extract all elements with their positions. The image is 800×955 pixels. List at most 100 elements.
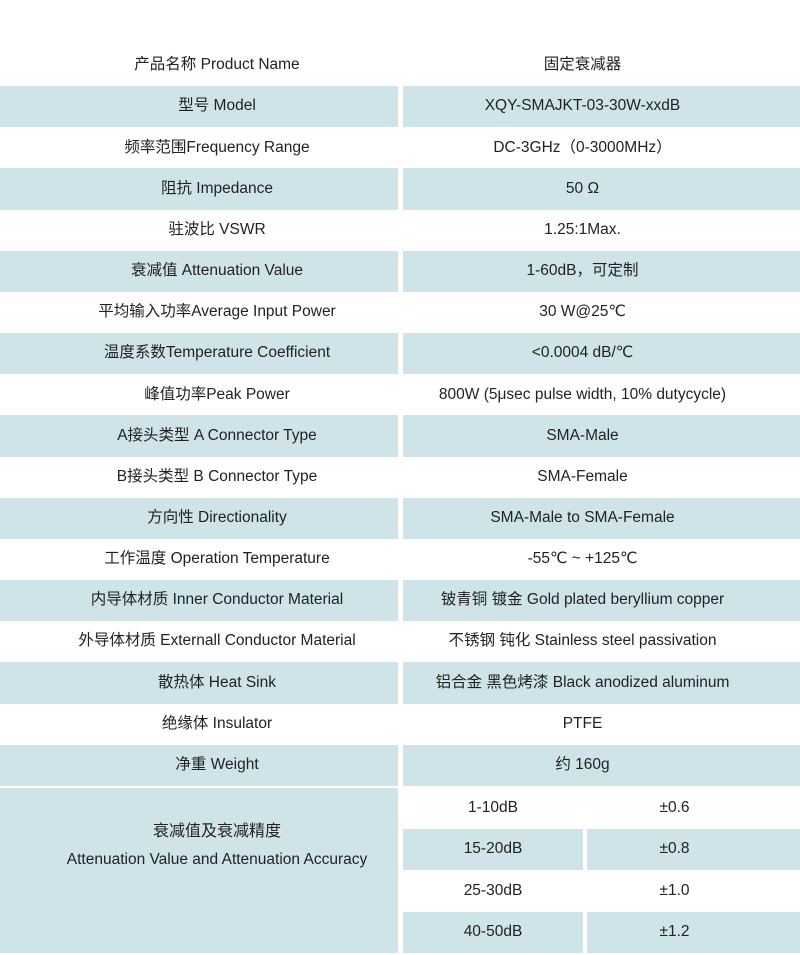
column-divider (398, 0, 403, 43)
table-row: B接头类型 B Connector Type SMA-Female (0, 456, 800, 498)
table-row: 净重 Weight 约 160g (0, 744, 800, 786)
indicator-value: SMA-Male to SMA-Female (490, 509, 675, 526)
project-label: 频率范围Frequency Range (124, 138, 310, 156)
accuracy-subtable: 1-10dB ±0.6 15-20dB ±0.8 25-30dB ±1.0 40… (403, 787, 800, 953)
project-cell: 阻抗 Impedance (0, 168, 398, 210)
column-divider (398, 456, 403, 498)
sub-column-divider (583, 870, 587, 912)
sub-column-divider (583, 787, 587, 830)
project-cell: 衰减值 Attenuation Value (0, 250, 398, 292)
column-divider (398, 168, 403, 210)
indicator-cell: SMA-Male to SMA-Female (403, 497, 800, 539)
accuracy-project-cell: 衰减值及衰减精度 Attenuation Value and Attenuati… (0, 787, 398, 953)
accuracy-subrow: 40-50dB ±1.2 (403, 911, 800, 953)
column-divider (398, 580, 403, 622)
project-cell: 频率范围Frequency Range (0, 127, 398, 169)
indicator-cell: 800W (5μsec pulse width, 10% dutycycle) (403, 374, 800, 416)
project-cell: 绝缘体 Insulator (0, 703, 398, 745)
column-divider (398, 250, 403, 292)
indicator-cell: 固定衰减器 (403, 45, 800, 87)
table-row: 衰减值 Attenuation Value 1-60dB，可定制 (0, 250, 800, 292)
project-label: 内导体材质 Inner Conductor Material (90, 591, 344, 609)
project-label: 阻抗 Impedance (161, 179, 273, 197)
table-row: 内导体材质 Inner Conductor Material 铍青铜 镀金 Go… (0, 580, 800, 622)
project-label: 净重 Weight (175, 755, 259, 773)
column-divider (398, 744, 403, 786)
sub-column-divider (583, 911, 587, 953)
indicator-value: DC-3GHz（0-3000MHz） (493, 138, 672, 156)
table-row: 阻抗 Impedance 50 Ω (0, 168, 800, 210)
accuracy-value: ±0.6 (659, 799, 690, 817)
accuracy-title-zh: 衰减值及衰减精度 (152, 822, 281, 840)
project-label: 散热体 Heat Sink (157, 673, 276, 691)
indicator-value: 30 W@25℃ (539, 303, 626, 321)
project-cell: 内导体材质 Inner Conductor Material (0, 580, 398, 622)
project-cell: 驻波比 VSWR (0, 209, 398, 251)
indicator-value: 不锈钢 钝化 Stainless steel passivation (448, 632, 717, 650)
project-label: 方向性 Directionality (147, 509, 287, 526)
header-indicators-cell: 指标/Indicators (403, 0, 800, 43)
column-divider (398, 45, 403, 87)
accuracy-subrow: 25-30dB ±1.0 (403, 870, 800, 912)
column-divider (398, 333, 403, 375)
project-cell: 温度系数Temperature Coefficient (0, 333, 398, 375)
project-cell: 外导体材质 Externall Conductor Material (0, 621, 398, 663)
accuracy-subrow: 1-10dB ±0.6 (403, 787, 800, 830)
header-project-cell: 项目/Project (0, 0, 398, 43)
attenuation-range-cell: 1-10dB (403, 787, 583, 830)
table-header-row: 项目/Project 指标/Indicators (0, 0, 800, 43)
indicator-cell: 30 W@25℃ (403, 291, 800, 334)
indicator-value: <0.0004 dB/℃ (531, 344, 634, 362)
table-row: 型号 Model XQY-SMAJKT-03-30W-xxdB (0, 86, 800, 128)
attenuation-range-cell: 15-20dB (403, 829, 583, 871)
column-divider (398, 538, 403, 581)
attenuation-range-value: 40-50dB (463, 922, 523, 940)
column-divider (398, 291, 403, 334)
project-cell: 产品名称 Product Name (0, 45, 398, 87)
column-divider (398, 787, 403, 953)
project-cell: A接头类型 A Connector Type (0, 415, 398, 457)
project-label: 外导体材质 Externall Conductor Material (78, 632, 356, 650)
table-body: 产品名称 Product Name 固定衰减器 型号 Model XQY-SMA… (0, 45, 800, 786)
accuracy-value-cell: ±0.6 (587, 787, 800, 830)
indicator-cell: 1-60dB，可定制 (403, 250, 800, 292)
indicator-cell: DC-3GHz（0-3000MHz） (403, 127, 800, 169)
column-divider (398, 86, 403, 128)
column-divider (398, 621, 403, 663)
accuracy-value: ±0.8 (659, 840, 690, 858)
header-indicators-label: 指标/Indicators (520, 11, 645, 31)
project-cell: 型号 Model (0, 86, 398, 128)
indicator-value: -55℃ ~ +125℃ (527, 550, 638, 568)
project-label: A接头类型 A Connector Type (117, 426, 317, 444)
table-row: 方向性 Directionality SMA-Male to SMA-Femal… (0, 497, 800, 539)
accuracy-subrow: 15-20dB ±0.8 (403, 829, 800, 871)
column-divider (398, 497, 403, 539)
project-label: 平均输入功率Average Input Power (98, 303, 336, 321)
indicator-value: 铍青铜 镀金 Gold plated beryllium copper (440, 591, 725, 609)
indicator-value: 50 Ω (565, 179, 600, 197)
indicator-value: SMA-Male (546, 426, 619, 444)
indicator-value: SMA-Female (537, 467, 628, 485)
project-label: 峰值功率Peak Power (144, 385, 290, 403)
column-divider (398, 703, 403, 745)
indicator-value: XQY-SMAJKT-03-30W-xxdB (484, 97, 681, 115)
table-row: 温度系数Temperature Coefficient <0.0004 dB/℃ (0, 333, 800, 375)
indicator-value: 800W (5μsec pulse width, 10% dutycycle) (438, 385, 727, 403)
indicator-cell: PTFE (403, 703, 800, 745)
indicator-value: 铝合金 黑色烤漆 Black anodized aluminum (435, 673, 730, 691)
project-label: 产品名称 Product Name (134, 56, 300, 74)
project-label: 绝缘体 Insulator (161, 714, 273, 732)
sub-column-divider (583, 829, 587, 871)
table-row: 工作温度 Operation Temperature -55℃ ~ +125℃ (0, 538, 800, 581)
indicator-cell: 不锈钢 钝化 Stainless steel passivation (403, 621, 800, 663)
indicator-cell: 约 160g (403, 744, 800, 786)
accuracy-value: ±1.2 (659, 922, 690, 940)
attenuation-range-value: 1-10dB (468, 799, 518, 817)
project-label: 工作温度 Operation Temperature (104, 550, 330, 568)
table-row: A接头类型 A Connector Type SMA-Male (0, 415, 800, 457)
project-cell: 净重 Weight (0, 744, 398, 786)
indicator-cell: 50 Ω (403, 168, 800, 210)
indicator-cell: 铝合金 黑色烤漆 Black anodized aluminum (403, 662, 800, 704)
indicator-cell: SMA-Female (403, 456, 800, 498)
